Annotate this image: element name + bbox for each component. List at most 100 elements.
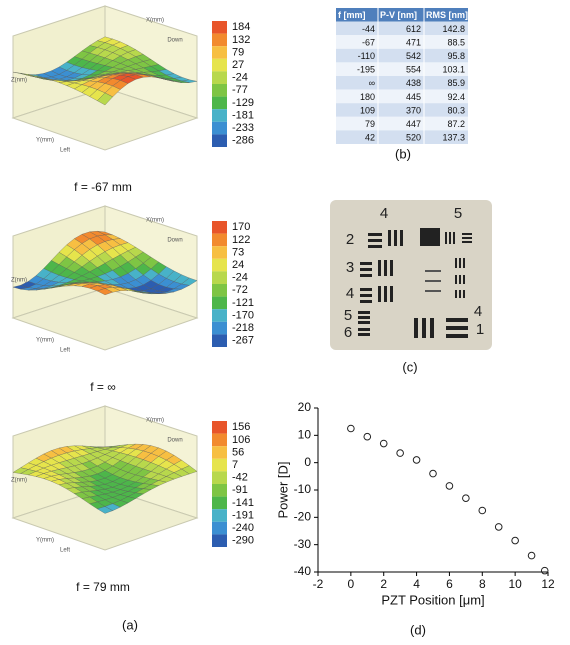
colorbar-swatch bbox=[212, 458, 227, 472]
axis-label: Left bbox=[60, 548, 70, 554]
y-tick-label: -40 bbox=[294, 564, 312, 578]
x-tick-label: 2 bbox=[380, 577, 387, 591]
table-cell: -44 bbox=[362, 24, 375, 34]
axis-label: Z(nm) bbox=[11, 478, 27, 484]
colorbar-label: -77 bbox=[232, 84, 248, 96]
table-cell: 447 bbox=[406, 119, 421, 129]
axis-label: Left bbox=[60, 148, 70, 154]
data-point bbox=[363, 432, 372, 441]
colorbar-label: 79 bbox=[232, 46, 244, 58]
caption: f = 79 mm bbox=[76, 580, 130, 594]
table-cell: 95.8 bbox=[447, 51, 465, 61]
table-row-bg bbox=[336, 89, 468, 104]
axis-label: Z(nm) bbox=[11, 78, 27, 84]
data-point bbox=[462, 494, 470, 503]
target-label: 3 bbox=[346, 259, 354, 276]
y-tick-label: -20 bbox=[294, 510, 312, 524]
colorbar-swatch bbox=[212, 509, 227, 522]
colorbar-swatch bbox=[212, 71, 227, 84]
colorbar-label: 132 bbox=[232, 34, 250, 46]
axis-label: Y(mm) bbox=[36, 338, 54, 344]
table-cell: 80.3 bbox=[447, 105, 465, 115]
surface-plot: X(mm)Y(mm)Z(nm)LeftDown1841327927-24-77-… bbox=[11, 5, 254, 194]
colorbar-label: -218 bbox=[232, 322, 254, 334]
colorbar-swatch bbox=[212, 433, 227, 447]
table-cell: 554 bbox=[406, 65, 421, 75]
y-tick-label: -30 bbox=[294, 537, 312, 551]
table-cell: ∞ bbox=[369, 78, 375, 88]
colorbar-label: -170 bbox=[232, 309, 254, 321]
table-header: RMS [nm] bbox=[426, 10, 468, 20]
colorbar-swatch bbox=[212, 233, 227, 247]
colorbar-swatch bbox=[212, 134, 227, 147]
target-bars bbox=[358, 228, 472, 338]
surface-patch bbox=[97, 92, 113, 106]
colorbar-swatch bbox=[212, 446, 227, 459]
colorbar-label: 156 bbox=[232, 421, 250, 433]
colorbar-label: 73 bbox=[232, 246, 244, 258]
target-background bbox=[330, 200, 492, 350]
colorbar-label: 27 bbox=[232, 59, 244, 71]
x-tick-label: 10 bbox=[508, 577, 522, 591]
colorbar-label: -267 bbox=[232, 335, 254, 347]
table-row-bg bbox=[336, 48, 468, 63]
table-cell: 42 bbox=[365, 133, 375, 143]
data-point bbox=[429, 469, 437, 478]
colorbar-swatch bbox=[212, 421, 227, 434]
surface-patch bbox=[96, 506, 114, 514]
colorbar-label: 170 bbox=[232, 221, 250, 233]
table-cell: 471 bbox=[406, 37, 421, 47]
y-tick-label: 0 bbox=[304, 455, 311, 469]
colorbar-swatch bbox=[212, 21, 227, 34]
table-cell: -110 bbox=[358, 51, 375, 61]
data-point bbox=[445, 482, 454, 490]
data-point bbox=[347, 424, 355, 433]
table-cell: 370 bbox=[406, 105, 421, 115]
colorbar-label: 106 bbox=[232, 434, 250, 446]
surface-plot: X(mm)Y(mm)Z(nm)LeftDown156106567-42-91-1… bbox=[11, 405, 254, 594]
table-cell: 79 bbox=[365, 119, 375, 129]
colorbar-label: -181 bbox=[232, 109, 254, 121]
colorbar-swatch bbox=[212, 334, 227, 347]
target-image bbox=[330, 200, 492, 350]
colorbar-label: 56 bbox=[232, 446, 244, 458]
colorbar-label: -240 bbox=[232, 522, 254, 534]
data-point bbox=[478, 506, 487, 515]
colorbar-label: -24 bbox=[232, 272, 248, 284]
axis-label: Down bbox=[167, 438, 182, 444]
table-cell: 88.5 bbox=[447, 37, 465, 47]
colorbar-label: -286 bbox=[232, 135, 254, 147]
x-axis-title: PZT Position [μm] bbox=[381, 592, 484, 607]
colorbar-swatch bbox=[212, 471, 227, 484]
table-cell: 612 bbox=[406, 24, 421, 34]
table-cell: 137.3 bbox=[442, 133, 465, 143]
colorbar-swatch bbox=[212, 284, 227, 297]
table-row-bg bbox=[336, 21, 468, 36]
data-point bbox=[540, 566, 549, 575]
data-point bbox=[396, 449, 404, 457]
target-label: 5 bbox=[344, 307, 352, 324]
x-tick-label: -2 bbox=[313, 577, 324, 591]
axis-label: Y(mm) bbox=[36, 138, 54, 144]
panel-label: (c) bbox=[402, 359, 417, 374]
surface-plot: X(mm)Y(mm)Z(nm)LeftDown1701227324-24-72-… bbox=[11, 205, 254, 394]
table-cell: 142.8 bbox=[442, 24, 465, 34]
table-row-bg bbox=[336, 103, 468, 117]
data-point bbox=[511, 536, 519, 545]
axis-label: Down bbox=[167, 238, 182, 244]
colorbar-swatch bbox=[212, 271, 227, 284]
colorbar-label: -24 bbox=[232, 72, 248, 84]
colorbar-swatch bbox=[212, 46, 227, 59]
surface-patch bbox=[96, 288, 114, 295]
table-row-bg bbox=[336, 62, 468, 76]
colorbar-label: 122 bbox=[232, 234, 250, 246]
colorbar-swatch bbox=[212, 484, 227, 497]
colorbar-swatch bbox=[212, 521, 227, 535]
axis-label: Z(nm) bbox=[11, 278, 27, 284]
panel-label: (a) bbox=[122, 617, 138, 632]
target-label: 1 bbox=[476, 321, 484, 338]
colorbar-label: -233 bbox=[232, 122, 254, 134]
table-header: P-V [nm] bbox=[380, 10, 417, 20]
x-tick-label: 6 bbox=[446, 577, 453, 591]
